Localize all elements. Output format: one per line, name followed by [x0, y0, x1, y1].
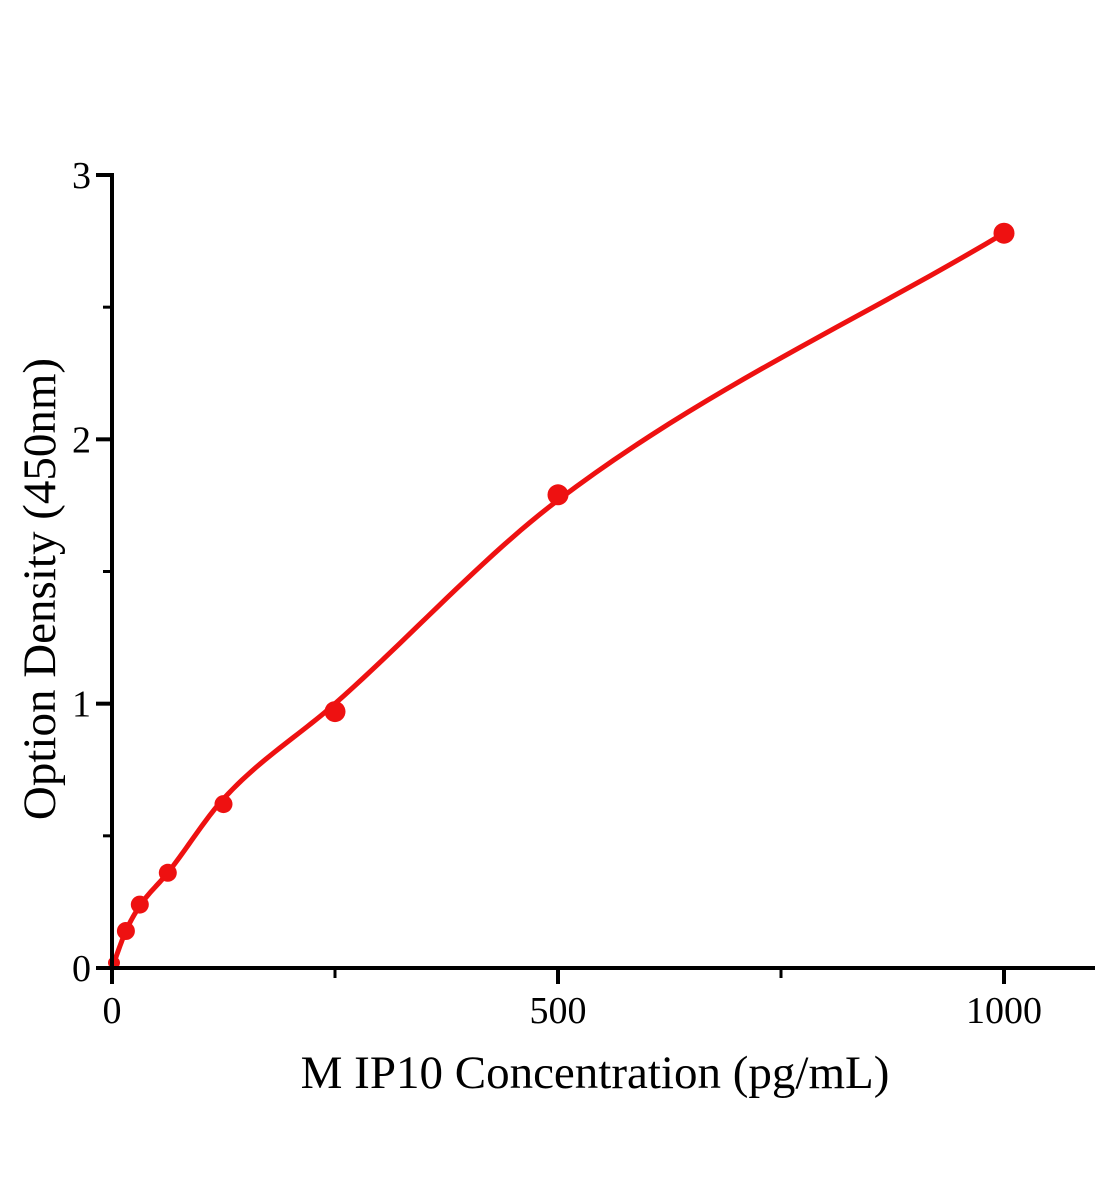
y-axis-title: Option Density (450nm) [14, 357, 66, 821]
data-point [116, 922, 135, 940]
data-point [547, 484, 569, 506]
y-tick-label: 0 [72, 948, 91, 990]
x-axis-title: M IP10 Concentration (pg/mL) [300, 1047, 890, 1099]
data-point [214, 795, 233, 814]
x-tick-label: 500 [530, 990, 587, 1032]
y-tick-label: 3 [72, 155, 91, 197]
data-point [158, 863, 177, 882]
data-point [324, 701, 346, 723]
fit-curve [109, 230, 1007, 971]
x-tick-label: 0 [103, 990, 122, 1032]
data-point [130, 895, 149, 914]
x-tick-label: 1000 [966, 990, 1042, 1032]
y-tick-label: 2 [72, 419, 91, 461]
y-tick-label: 1 [72, 684, 91, 726]
data-point [993, 222, 1015, 244]
